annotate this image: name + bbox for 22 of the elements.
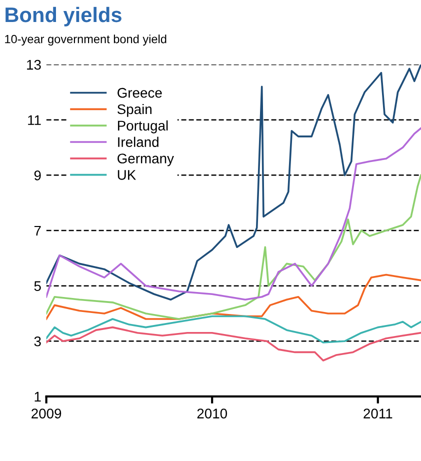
legend-label: Spain — [117, 104, 152, 117]
legend-label: Ireland — [118, 136, 158, 147]
y-tick-label: 3 — [34, 336, 41, 346]
legend-label: Portugal — [118, 120, 168, 134]
x-tick-label: 2009 — [32, 408, 62, 418]
y-tick-label: 9 — [34, 170, 41, 180]
line-series — [46, 274, 421, 320]
line-series — [46, 326, 421, 362]
line-series — [46, 64, 421, 301]
legend-label: UK — [118, 170, 136, 180]
y-tick-label: 5 — [34, 281, 41, 291]
y-tick-label: 1 — [34, 392, 41, 402]
chart-subtitle: 10-year government bond yield — [5, 34, 166, 46]
line-series — [46, 315, 421, 344]
legend-label: Greece — [118, 88, 162, 98]
x-tick-label: 2010 — [197, 408, 228, 418]
y-tick-label: 11 — [28, 115, 41, 125]
chart-title: Bond yields — [6, 6, 122, 26]
x-tick-label: 2011 — [364, 408, 392, 418]
y-tick-label: 7 — [34, 226, 41, 236]
y-tick-label: 13 — [27, 60, 41, 70]
legend-label: Germany — [118, 154, 174, 166]
